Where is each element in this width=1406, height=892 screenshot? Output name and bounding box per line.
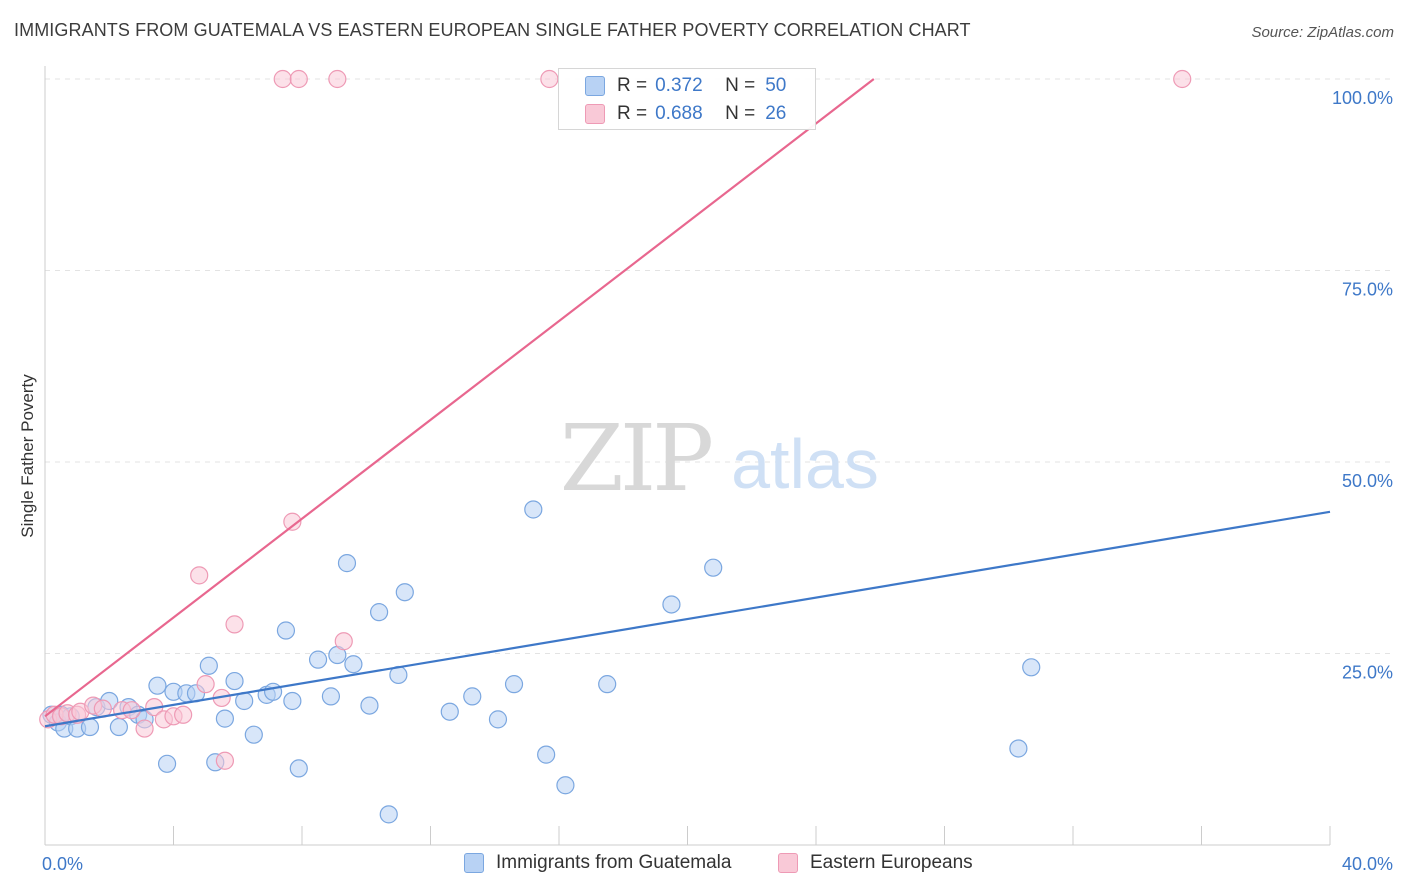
data-point [157,754,177,773]
stats-row-eastern-europeans: R = 0.688 N = 26 [585,100,786,128]
data-point [488,710,508,729]
data-point [273,69,292,89]
source-credit: Source: ZipAtlas.com [1251,24,1394,41]
data-point [662,595,681,614]
series-guatemala-points [42,500,1041,824]
legend-item-guatemala: Immigrants from Guatemala [464,852,731,874]
y-tick-label: 25.0% [1342,663,1393,683]
legend-swatch-guatemala [464,853,484,873]
series-legend: Immigrants from Guatemala Eastern Europe… [0,852,1406,878]
x-tick-label: 0.0% [42,854,83,874]
data-point [80,717,100,737]
chart-title: IMMIGRANTS FROM GUATEMALA VS EASTERN EUR… [14,20,971,40]
data-point [109,717,128,737]
data-point [337,554,357,573]
data-point [283,512,302,531]
n-value: 26 [765,103,787,124]
legend-swatch-eastern-europeans [778,853,798,873]
data-point [360,696,379,715]
watermark-atlas: atlas [731,425,879,503]
watermark-zip: ZIP [560,405,711,512]
grid-lines [45,78,1395,654]
legend-item-eastern-europeans: Eastern Europeans [778,852,973,874]
data-point [308,650,328,669]
axes [44,66,1331,846]
data-point [334,632,353,651]
y-tick-label: 75.0% [1342,280,1393,300]
stats-legend: R = 0.372 N = 50 R = 0.688 N = 26 [558,68,816,130]
trendline-guatemala [44,510,1331,728]
data-point [524,500,543,519]
data-point [215,709,234,728]
data-point [704,558,723,577]
n-value: 50 [765,75,787,96]
data-point [283,691,302,711]
data-point [395,583,414,602]
legend-label-eastern-europeans: Eastern Europeans [810,852,973,873]
data-point [289,759,308,778]
data-point [199,656,218,675]
data-point [289,69,308,89]
data-point [190,566,209,585]
trend-lines [44,78,1331,728]
n-label: N = [725,75,756,96]
data-point [276,621,296,640]
y-tick-label: 50.0% [1342,471,1393,491]
y-tick-label: 100.0% [1332,88,1393,108]
r-label: R = [617,75,648,96]
r-value: 0.688 [655,103,703,124]
data-point [504,675,524,694]
data-point [225,671,244,691]
watermark: ZIP atlas [560,405,879,512]
data-point [148,676,167,695]
data-point [1022,658,1041,677]
data-point [463,687,482,706]
n-label: N = [725,103,756,124]
data-point [598,675,617,694]
stats-row-guatemala: R = 0.372 N = 50 [585,72,786,100]
data-point [537,745,556,764]
data-point [196,675,215,694]
data-point [225,615,244,634]
x-tick-label: 40.0% [1342,854,1393,874]
data-point [379,805,398,824]
data-point [321,687,341,706]
data-point [370,603,389,622]
legend-label-guatemala: Immigrants from Guatemala [496,852,732,873]
data-point [540,69,559,89]
legend-swatch-guatemala [585,76,605,96]
legend-swatch-eastern-europeans [585,104,605,124]
trendline-eastern-europeans [44,78,875,718]
tick-labels: 25.0% 50.0% 75.0% 100.0% 0.0% 40.0% [42,88,1393,874]
data-point [244,725,263,744]
r-label: R = [617,103,648,124]
data-point [1009,739,1028,758]
data-point [440,702,459,721]
data-point [344,655,363,674]
r-value: 0.372 [655,75,703,96]
data-point [174,705,193,724]
data-point [556,776,575,795]
data-point [215,751,234,770]
data-point [135,719,154,738]
data-point [263,682,283,701]
data-point [1173,69,1192,89]
data-point [328,69,347,89]
